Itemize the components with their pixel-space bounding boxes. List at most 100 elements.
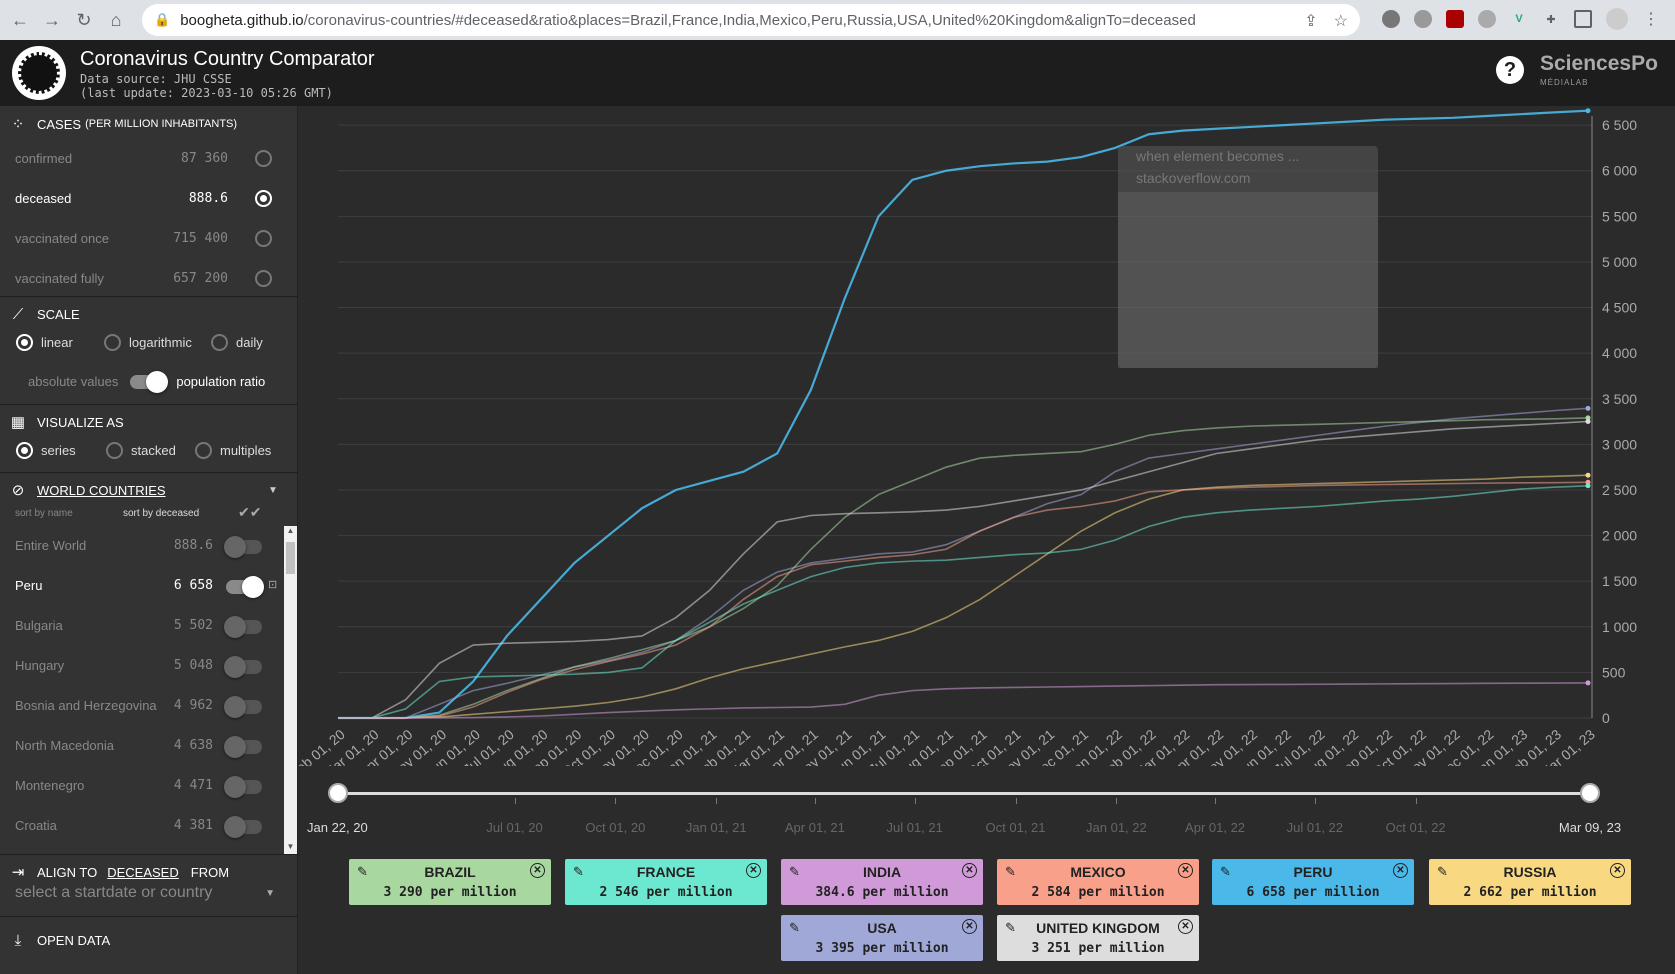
population-ratio-toggle[interactable] [130,370,169,393]
country-card[interactable]: ✎ RUSSIA ✕ 2 662 per million [1429,859,1631,905]
visualize-option-series[interactable]: series [16,442,76,459]
case-row-vaccinated-fully[interactable]: vaccinated fully 657 200 [0,258,298,298]
country-row[interactable]: North Macedonia 4 638 [0,726,284,766]
country-toggle[interactable] [224,816,262,838]
country-row[interactable]: Montenegro 4 471 [0,766,284,806]
home-icon[interactable]: ⌂ [110,9,122,30]
country-toggle[interactable] [224,776,262,798]
country-toggle[interactable] [226,576,264,598]
case-row-confirmed[interactable]: confirmed 87 360 [0,138,298,178]
color-picker-icon[interactable]: ✎ [573,864,584,879]
extension-icon-2[interactable] [1414,10,1432,28]
stacked-radio[interactable] [106,442,123,459]
color-picker-icon[interactable]: ✎ [789,920,800,935]
country-toggle[interactable] [224,656,262,678]
remove-country-icon[interactable]: ✕ [1178,863,1193,878]
address-bar[interactable]: 🔒 boogheta.github.io/coronavirus-countri… [142,4,1360,36]
visualize-option-stacked[interactable]: stacked [106,442,176,459]
country-toggle[interactable] [224,616,262,638]
color-picker-icon[interactable]: ✎ [1005,920,1016,935]
visualize-option-multiples[interactable]: multiples [195,442,271,459]
remove-country-icon[interactable]: ✕ [746,863,761,878]
country-row[interactable]: Entire World 888.6 [0,526,284,566]
chevron-down-icon: ▼ [265,888,275,899]
country-toggle[interactable] [224,696,262,718]
scrollbar-thumb[interactable] [286,542,295,574]
countries-title[interactable]: WORLD COUNTRIES [37,482,166,498]
remove-country-icon[interactable]: ✕ [962,919,977,934]
ratio-toggle-row[interactable]: absolute values population ratio [28,370,265,393]
country-card[interactable]: ✎ BRAZIL ✕ 3 290 per million [349,859,551,905]
timeline-label: Jan 01, 21 [685,820,747,835]
vue-icon[interactable]: V [1515,13,1523,25]
color-picker-icon[interactable]: ✎ [789,864,800,879]
case-row-vaccinated-once[interactable]: vaccinated once 715 400 [0,218,298,258]
country-card[interactable]: ✎ USA ✕ 3 395 per million [781,915,983,961]
sort-by-name[interactable]: sort by name [15,508,73,519]
country-row[interactable]: Bulgaria 5 502 [0,606,284,646]
vaccinated-once-radio[interactable] [255,229,272,247]
sciencespo-logo[interactable]: SciencesPo [1540,52,1658,75]
confirmed-radio[interactable] [255,149,272,167]
bookmark-star-icon[interactable]: ☆ [1333,13,1348,30]
remove-country-icon[interactable]: ✕ [1393,863,1408,878]
align-pin-icon[interactable]: ⊡ [268,579,278,591]
country-card[interactable]: ✎ PERU ✕ 6 658 per million [1212,859,1414,905]
reload-icon[interactable]: ↻ [76,9,92,30]
country-card[interactable]: ✎ UNITED KINGDOM ✕ 3 251 per million [997,915,1199,961]
color-picker-icon[interactable]: ✎ [1005,864,1016,879]
extension-icon-4[interactable] [1478,10,1496,28]
color-picker-icon[interactable]: ✎ [1437,864,1448,879]
country-list-scrollbar[interactable]: ▲ ▼ [284,526,297,854]
ublock-icon[interactable] [1446,10,1464,28]
case-row-deceased[interactable]: deceased 888.6 [0,178,298,218]
share-icon[interactable]: ⇪ [1304,13,1318,30]
country-card[interactable]: ✎ MEXICO ✕ 2 584 per million [997,859,1199,905]
scale-option-logarithmic[interactable]: logarithmic [104,334,192,351]
country-row[interactable]: Bosnia and Herzegovina 4 962 [0,686,284,726]
extension-icon-1[interactable] [1382,10,1400,28]
linear-radio[interactable] [16,334,33,351]
scale-option-daily[interactable]: daily [211,334,263,351]
help-button[interactable]: ? [1496,56,1524,84]
align-metric[interactable]: DECEASED [107,864,179,880]
country-row[interactable]: Peru 6 658 ⊡ [0,566,284,606]
deceased-radio[interactable] [255,189,272,207]
sidepanel-icon[interactable] [1574,10,1592,28]
daily-radio[interactable] [211,334,228,351]
timeline-slider[interactable]: Jan 22, 20 Mar 09, 23 Jul 01, 20 Oct 01, … [298,780,1675,840]
remove-country-icon[interactable]: ✕ [1610,863,1625,878]
color-picker-icon[interactable]: ✎ [357,864,368,879]
country-toggle[interactable] [224,536,262,558]
series-radio[interactable] [16,442,33,459]
country-row[interactable]: Hungary 5 048 [0,646,284,686]
country-toggle[interactable] [224,736,262,758]
vaccinated-fully-radio[interactable] [255,269,272,287]
scroll-down-icon[interactable]: ▼ [286,842,295,851]
country-card[interactable]: ✎ INDIA ✕ 384.6 per million [781,859,983,905]
sort-by-value[interactable]: sort by deceased [123,508,200,519]
countries-header[interactable]: ⊘ WORLD COUNTRIES ▼ [0,476,298,504]
country-row[interactable]: Croatia 4 381 [0,806,284,846]
scale-option-linear[interactable]: linear [16,334,73,351]
chevron-down-icon[interactable]: ▼ [268,484,278,496]
multiples-radio[interactable] [195,442,212,459]
color-picker-icon[interactable]: ✎ [1220,864,1231,879]
profile-avatar[interactable] [1606,8,1628,30]
double-check-icon[interactable]: ✔✔ [238,504,262,520]
remove-country-icon[interactable]: ✕ [530,863,545,878]
timeline-track[interactable] [338,792,1590,795]
timeline-end-handle[interactable] [1580,783,1600,803]
remove-country-icon[interactable]: ✕ [1178,919,1193,934]
country-card[interactable]: ✎ FRANCE ✕ 2 546 per million [565,859,767,905]
remove-country-icon[interactable]: ✕ [962,863,977,878]
puzzle-icon[interactable]: ✚ [1546,13,1556,26]
forward-icon[interactable]: → [43,9,61,30]
scroll-up-icon[interactable]: ▲ [286,526,295,535]
back-icon[interactable]: ← [11,9,29,30]
startdate-select[interactable]: select a startdate or country ▼ [15,884,275,901]
logarithmic-radio[interactable] [104,334,121,351]
timeline-start-handle[interactable] [328,783,348,803]
menu-icon[interactable]: ⋮ [1643,11,1659,28]
open-data-button[interactable]: ⤓ OPEN DATA [0,926,298,954]
